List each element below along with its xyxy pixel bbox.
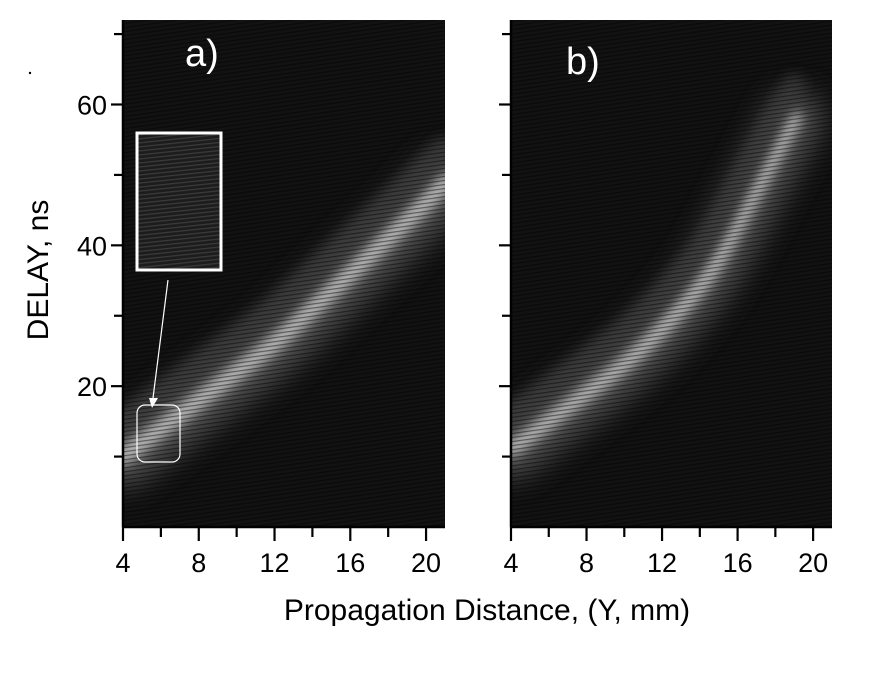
panel-a-label: a) <box>185 33 219 75</box>
inset-box <box>135 131 223 272</box>
x-tick-label: 8 <box>191 548 206 578</box>
x-tick-label: 8 <box>579 548 594 578</box>
stray-dot <box>28 71 32 75</box>
panel-a: a) 20 40 60 4 8 12 16 20 <box>77 20 445 578</box>
y-axis-label: DELAY, ns <box>22 200 55 341</box>
x-tick-label: 20 <box>798 548 828 578</box>
panel-a-x-axis: 4 8 12 16 20 <box>115 525 445 578</box>
x-tick-label: 4 <box>503 548 518 578</box>
x-tick-label: 12 <box>260 548 290 578</box>
x-tick-label: 12 <box>647 548 677 578</box>
y-tick-label: 40 <box>77 231 107 261</box>
x-axis-label: Propagation Distance, (Y, mm) <box>284 594 690 627</box>
x-tick-label: 16 <box>723 548 753 578</box>
x-tick-label: 16 <box>335 548 365 578</box>
panel-b-x-axis: 4 8 12 16 20 <box>503 525 832 578</box>
panel-b-label: b) <box>566 41 600 83</box>
panel-a-y-axis: 20 40 60 <box>77 20 125 527</box>
panel-b-fringes <box>511 20 832 527</box>
panel-a-fringes <box>123 20 445 527</box>
y-tick-label: 60 <box>77 91 107 121</box>
y-tick-label: 20 <box>77 372 107 402</box>
x-tick-label: 20 <box>411 548 441 578</box>
panel-b-y-axis <box>499 20 513 527</box>
x-tick-label: 4 <box>115 548 130 578</box>
panel-b: b) 4 8 12 16 20 <box>499 20 832 578</box>
inset-arrow-line <box>152 279 169 399</box>
highlight-box <box>136 404 181 463</box>
